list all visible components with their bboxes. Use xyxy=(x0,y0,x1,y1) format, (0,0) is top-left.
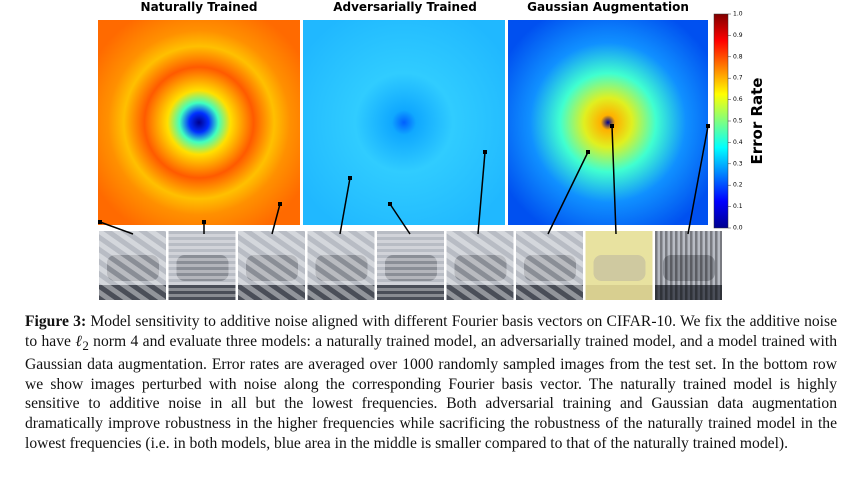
panel-title: Adversarially Trained xyxy=(333,0,477,14)
colorbar-tick-label: 0.1 xyxy=(733,203,743,210)
colorbar-tick-label: 0.5 xyxy=(733,118,743,125)
colorbar xyxy=(713,13,729,229)
thumbnail-row xyxy=(99,231,722,300)
caption-label: Figure 3: xyxy=(25,313,87,330)
caption-text: norm 4 and evaluate three models: a natu… xyxy=(25,332,837,452)
colorbar-tick-label: 0.2 xyxy=(733,182,743,189)
thumbnail-car xyxy=(593,255,646,281)
panel-title: Gaussian Augmentation xyxy=(527,0,689,14)
colorbar-label: Error Rate xyxy=(748,78,766,165)
figure: Naturally Trained Adversarially Trained … xyxy=(98,0,766,300)
caption: Figure 3: Model sensitivity to additive … xyxy=(25,312,837,453)
thumbnail-noise xyxy=(655,231,722,300)
colorbar-tick-label: 0.6 xyxy=(733,96,743,103)
colorbar-tick-label: 0.8 xyxy=(733,53,743,60)
caption-math: ℓ xyxy=(75,332,83,350)
colorbar-tick-label: 0.4 xyxy=(733,139,743,146)
thumbnail-noise xyxy=(99,231,166,300)
thumbnail-noise xyxy=(238,231,305,300)
connectors xyxy=(99,125,709,235)
caption-math-sub: 2 xyxy=(82,337,89,353)
colorbar-tick-label: 1.0 xyxy=(733,11,743,18)
caption-text: Model sensitivity to additive noise alig… xyxy=(25,313,837,350)
heatmap xyxy=(508,20,708,225)
thumbnail-noise xyxy=(516,231,583,300)
thumbnail-ground xyxy=(585,285,653,300)
thumbnail-noise xyxy=(446,231,514,300)
colorbar-tick-label: 0.7 xyxy=(733,75,743,82)
colorbar-tick-label: 0.0 xyxy=(733,225,743,232)
heatmap xyxy=(303,20,505,225)
colorbar-tick-label: 0.9 xyxy=(733,32,743,39)
thumbnail-noise xyxy=(307,231,375,300)
colorbar-tick-label: 0.3 xyxy=(733,160,743,167)
thumbnail-noise xyxy=(377,231,444,300)
connector-dots xyxy=(98,124,710,224)
heatmap xyxy=(98,20,300,225)
thumbnail-noise xyxy=(168,231,236,300)
panel-title: Naturally Trained xyxy=(141,0,258,14)
